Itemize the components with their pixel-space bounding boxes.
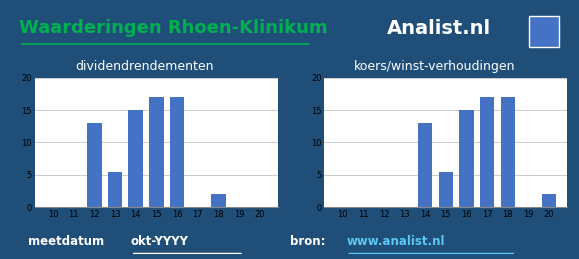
Bar: [170, 97, 184, 207]
Text: www.analist.nl: www.analist.nl: [346, 235, 445, 248]
Text: koers/winst-verhoudingen: koers/winst-verhoudingen: [354, 60, 515, 73]
Text: bron:: bron:: [290, 235, 325, 248]
Bar: [459, 110, 474, 207]
Bar: [211, 194, 226, 207]
Bar: [542, 194, 556, 207]
Bar: [418, 123, 433, 207]
Bar: [439, 172, 453, 207]
Bar: [87, 123, 101, 207]
Bar: [129, 110, 143, 207]
Text: Waarderingen Rhoen-Klinikum: Waarderingen Rhoen-Klinikum: [19, 19, 327, 38]
Text: meetdatum: meetdatum: [28, 235, 109, 248]
Text: okt-YYYY: okt-YYYY: [131, 235, 189, 248]
Bar: [480, 97, 494, 207]
Bar: [529, 16, 559, 47]
Bar: [108, 172, 122, 207]
Bar: [149, 97, 163, 207]
Bar: [501, 97, 515, 207]
Text: Analist.nl: Analist.nl: [387, 19, 492, 38]
Text: dividendrendementen: dividendrendementen: [75, 60, 214, 73]
